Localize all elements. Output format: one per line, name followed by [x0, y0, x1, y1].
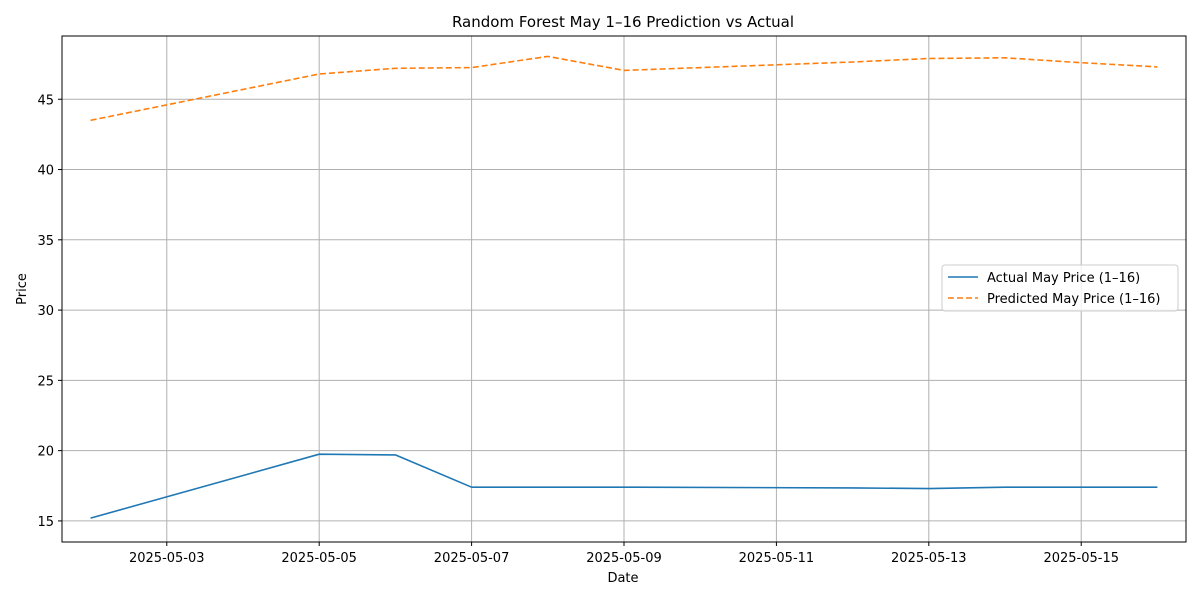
y-tick-label: 30 — [37, 304, 54, 319]
y-tick-label: 40 — [37, 164, 54, 179]
x-tick-label: 2025-05-05 — [281, 551, 357, 566]
y-tick-label: 45 — [37, 93, 54, 108]
x-tick-label: 2025-05-13 — [891, 551, 967, 566]
chart-title: Random Forest May 1–16 Prediction vs Act… — [452, 13, 794, 31]
series-layer — [90, 55, 1158, 519]
legend: Actual May Price (1–16) Predicted May Pr… — [941, 264, 1179, 312]
x-tick-label: 2025-05-03 — [129, 551, 205, 566]
x-tick-label: 2025-05-11 — [739, 551, 815, 566]
y-tick-label: 20 — [37, 445, 54, 460]
x-tick-label: 2025-05-07 — [434, 551, 510, 566]
grid — [62, 36, 1186, 542]
legend-label-actual: Actual May Price (1–16) — [987, 271, 1140, 286]
y-axis-label: Price — [15, 273, 30, 305]
series-line-actual — [90, 453, 1158, 519]
x-tick-label: 2025-05-15 — [1043, 551, 1119, 566]
legend-label-predicted: Predicted May Price (1–16) — [987, 292, 1160, 307]
y-tick-label: 25 — [37, 374, 54, 389]
y-axis: 15 20 25 30 35 40 45 — [37, 93, 62, 530]
x-axis: 2025-05-03 2025-05-05 2025-05-07 2025-05-09… — [129, 542, 1119, 566]
series-line-predicted — [90, 55, 1158, 122]
y-tick-label: 15 — [37, 515, 54, 530]
legend-box — [941, 264, 1179, 312]
y-tick-label: 35 — [37, 234, 54, 249]
x-tick-label: 2025-05-09 — [586, 551, 662, 566]
x-axis-label: Date — [607, 571, 638, 586]
